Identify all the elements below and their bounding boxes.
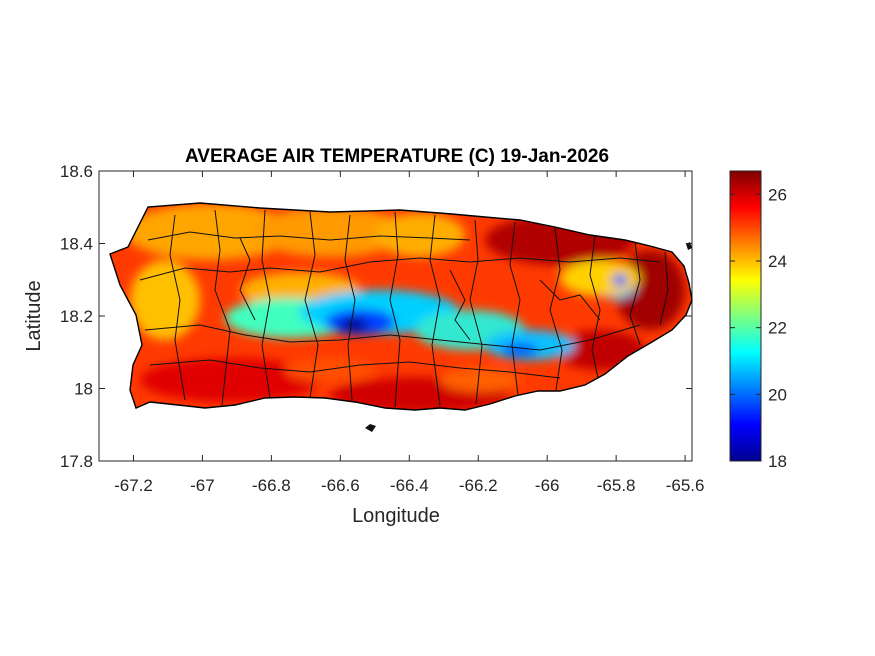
temperature-field [110,203,692,410]
x-tick-label: -66.8 [252,476,291,495]
x-tick-label: -66.4 [390,476,429,495]
y-tick-label: 17.8 [60,452,93,471]
colorbar-tick-label: 20 [768,385,787,404]
x-tick-label: -67.2 [114,476,153,495]
island-outline [109,202,693,411]
x-axis-label: Longitude [352,505,440,527]
colorbar-tick-label: 24 [768,252,787,271]
y-axis-ticks: 18.6 18.4 18.2 18 17.8 [60,162,692,471]
y-axis-label: Latitude [23,280,45,351]
y-tick-label: 18.4 [60,235,93,254]
x-tick-label: -65.6 [666,476,705,495]
colorbar-tick-label: 22 [768,319,787,338]
x-tick-label: -67 [190,476,215,495]
y-tick-label: 18.6 [60,162,93,181]
x-tick-label: -65.8 [597,476,636,495]
colorbar-tick-label: 18 [768,452,787,471]
x-tick-label: -66 [535,476,560,495]
municipal-borders [139,209,669,408]
colorbar-ticks: 26 24 22 20 18 [730,185,787,471]
x-axis-ticks: -67.2 -67 -66.8 -66.6 -66.4 -66.2 -66 -65.8 -65.… [114,171,704,495]
y-tick-label: 18 [74,380,93,399]
map-title: AVERAGE AIR TEMPERATURE (C) 19-Jan-2026 [185,146,609,167]
x-tick-label: -66.2 [459,476,498,495]
x-tick-label: -66.6 [321,476,360,495]
offshore-islet [365,424,376,432]
colorbar-tick-label: 26 [768,185,787,204]
colorbar [729,170,762,462]
y-tick-label: 18.2 [60,307,93,326]
